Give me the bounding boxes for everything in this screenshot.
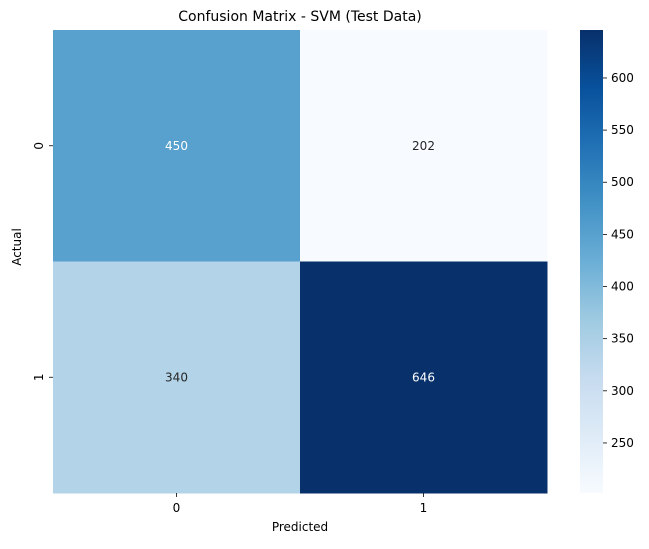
colorbar: 250 300 350 400 450 500 550 600 <box>580 30 634 493</box>
colorbar-ticks: 250 300 350 400 450 500 550 600 <box>603 71 634 450</box>
colorbar-gradient <box>580 30 603 493</box>
y-axis-label: Actual <box>10 228 24 266</box>
chart-title: Confusion Matrix - SVM (Test Data) <box>178 9 421 25</box>
heatmap-cells <box>53 30 548 494</box>
colorbar-tick-label: 250 <box>611 436 634 450</box>
cell-value-label: 340 <box>165 370 188 384</box>
colorbar-tick-label: 600 <box>611 71 634 85</box>
cell-value-label: 646 <box>412 370 435 384</box>
x-tick-label: 0 <box>173 501 181 515</box>
y-tick-label: 0 <box>32 142 46 150</box>
heatmap-cell-labels: 450 202 340 646 <box>165 139 435 385</box>
heatmap-cell <box>300 261 548 494</box>
y-axis: 01 <box>32 142 53 381</box>
heatmap-cell <box>53 30 301 262</box>
heatmap-cell <box>53 261 301 494</box>
cell-value-label: 450 <box>165 139 188 153</box>
colorbar-tick-label: 300 <box>611 384 634 398</box>
colorbar-tick-label: 500 <box>611 175 634 189</box>
colorbar-tick-label: 350 <box>611 332 634 346</box>
colorbar-tick-label: 450 <box>611 227 634 241</box>
x-tick-label: 1 <box>420 501 428 515</box>
x-axis-label: Predicted <box>272 520 328 534</box>
heatmap-cell <box>300 30 548 262</box>
colorbar-tick-label: 400 <box>611 280 634 294</box>
colorbar-tick-label: 550 <box>611 123 634 137</box>
cell-value-label: 202 <box>412 139 435 153</box>
y-tick-label: 1 <box>32 373 46 381</box>
